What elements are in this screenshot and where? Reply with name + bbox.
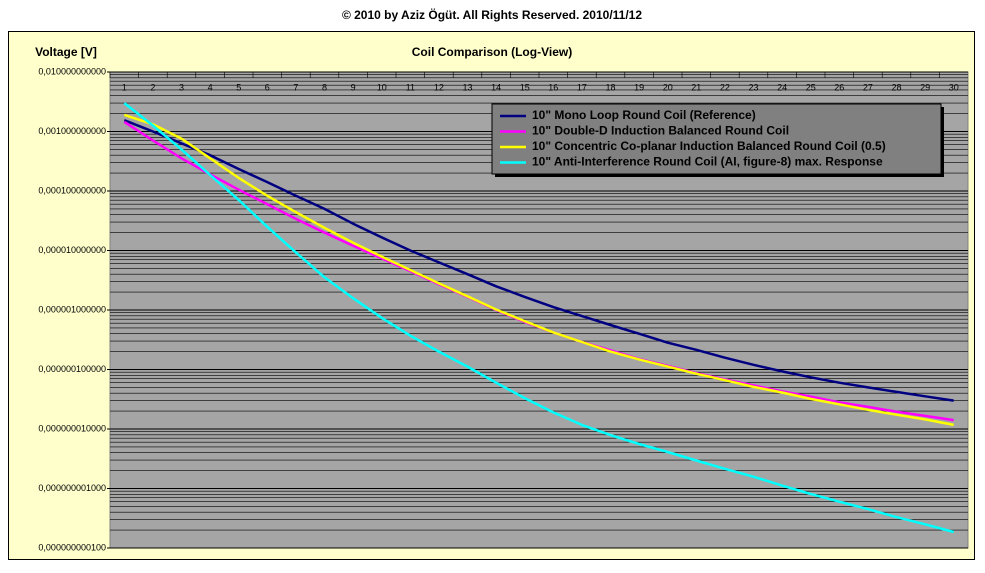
grid [109,71,968,549]
y-tick-label: 0,000000001000 [38,483,106,493]
legend-label: 10" Concentric Co-planar Induction Balan… [532,139,886,153]
y-tick-label: 0,000010000000 [38,245,106,255]
x-tick-label: 6 [265,82,270,92]
legend-label: 10" Anti-Interference Round Coil (AI, fi… [532,155,883,169]
x-tick-label: 5 [236,82,241,92]
x-tick-label: 24 [777,82,787,92]
y-tick-label: 0,000001000000 [38,304,106,314]
x-tick-label: 17 [577,82,587,92]
legend-box [491,103,942,175]
x-tick-label: 16 [548,82,558,92]
legend-label: 10" Mono Loop Round Coil (Reference) [532,108,756,122]
series-line [123,119,954,402]
x-tick-label: 4 [208,82,213,92]
series-line [123,102,955,534]
series-line [123,113,954,427]
x-tick-label: 30 [949,82,959,92]
x-tick-label: 1 [122,82,127,92]
x-tick-label: 19 [634,82,644,92]
y-tick-label: 0,000000100000 [38,364,106,374]
x-tick-label: 23 [748,82,758,92]
chart-title: Coil Comparison (Log-View) [412,45,572,59]
y-tick-label: 0,010000000000 [38,66,106,76]
x-tick-label: 25 [806,82,816,92]
copyright: © 2010 by Aziz Ögüt. All Rights Reserved… [342,7,642,22]
x-tick-label: 9 [351,82,356,92]
x-tick-label: 8 [322,82,327,92]
x-tick-label: 26 [834,82,844,92]
x-tick-label: 29 [920,82,930,92]
x-tick-label: 28 [891,82,901,92]
x-tick-label: 2 [150,82,155,92]
x-tick-label: 14 [491,82,501,92]
x-tick-label: 22 [720,82,730,92]
x-tick-label: 13 [462,82,472,92]
legend-label: 10" Double-D Induction Balanced Round Co… [532,124,789,138]
x-tick-label: 27 [863,82,873,92]
y-tick-label: 0,000000000100 [38,542,106,552]
x-tick-label: 21 [691,82,701,92]
x-tick-label: 18 [605,82,615,92]
x-tick-label: 15 [520,82,530,92]
legend: 10" Mono Loop Round Coil (Reference) 10" … [491,103,944,177]
y-tick-label: 0,001000000000 [38,126,106,136]
x-tick-label: 3 [179,82,184,92]
x-tick-label: 10 [377,82,387,92]
y-tick-label: 0,000000010000 [38,423,106,433]
x-tick-label: 11 [406,82,415,92]
y-axis-label: Voltage [V] [35,45,97,59]
x-tick-label: 12 [434,82,444,92]
y-tick-label: 0,000100000000 [38,185,106,195]
series-lines [123,102,955,534]
x-tick-label: 7 [293,82,298,92]
x-tick-label: 20 [663,82,673,92]
